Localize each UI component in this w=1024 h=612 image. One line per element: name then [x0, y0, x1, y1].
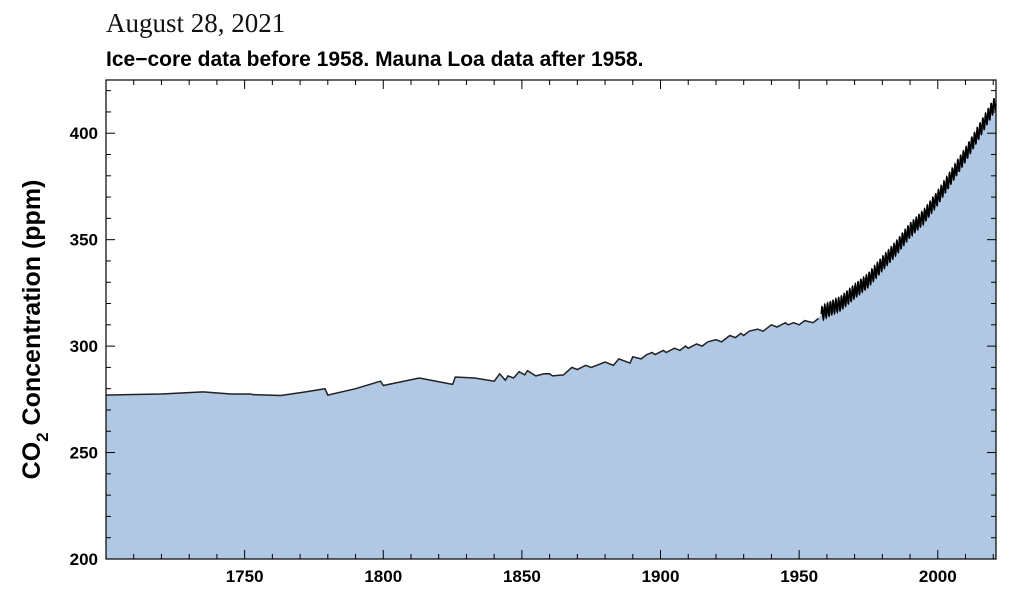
plot-frame: [105, 79, 997, 560]
mauna-loa-series-line: [820, 98, 997, 322]
y-tick-label: 250: [70, 444, 98, 463]
x-tick-label: 1800: [364, 567, 402, 586]
y-tick-label: 350: [70, 231, 98, 250]
y-axis-label-co: CO: [18, 442, 46, 480]
y-tick-label: 400: [70, 124, 98, 143]
x-tick-label: 1850: [503, 567, 541, 586]
chart-subtitle: Ice−core data before 1958. Mauna Loa dat…: [106, 48, 644, 71]
co2-area-fill: [106, 98, 996, 560]
y-tick-label: 200: [70, 550, 98, 569]
y-tick-label: 300: [70, 337, 98, 356]
y-axis-label: CO2 Concentration (ppm): [18, 180, 52, 480]
x-tick-label: 2000: [919, 567, 957, 586]
x-tick-label: 1750: [226, 567, 264, 586]
chart-date: August 28, 2021: [106, 8, 286, 38]
x-tick-label: 1950: [780, 567, 818, 586]
x-tick-label: 1900: [642, 567, 680, 586]
ice-core-series-line: [105, 317, 820, 397]
y-axis-label-subscript: 2: [33, 432, 52, 441]
y-axis-label-rest: Concentration (ppm): [18, 180, 46, 433]
